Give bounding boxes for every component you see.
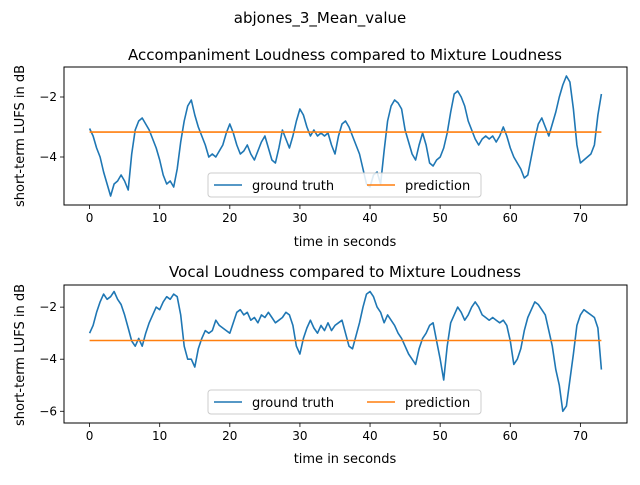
accompaniment-x-tick-label: 0 — [86, 211, 94, 225]
vocal-x-tick-label: 60 — [503, 429, 518, 443]
accompaniment-x-tick-label: 10 — [152, 211, 167, 225]
vocal-legend: ground truth prediction — [207, 389, 482, 415]
vocal-plot-title: Vocal Loudness compared to Mixture Loudn… — [169, 263, 521, 281]
accompaniment-legend: ground truth prediction — [207, 172, 482, 198]
accompaniment-ground-truth-line — [88, 75, 603, 197]
accompaniment-lines — [88, 75, 603, 197]
vocal-x-tick-label: 0 — [86, 429, 94, 443]
accompaniment-plot-title: Accompaniment Loudness compared to Mixtu… — [128, 46, 562, 64]
vocal-x-tick-label: 20 — [222, 429, 237, 443]
vocal-legend-label-ground-truth: ground truth — [252, 396, 334, 411]
accompaniment-x-tick-label: 70 — [573, 211, 588, 225]
vocal-x-tick-label: 50 — [433, 429, 448, 443]
accompaniment-subplot: Accompaniment Loudness compared to Mixtu… — [13, 46, 628, 250]
accompaniment-x-tick-label: 20 — [222, 211, 237, 225]
accompaniment-x-tick-label: 50 — [433, 211, 448, 225]
accompaniment-x-tick-label: 30 — [292, 211, 307, 225]
accompaniment-y-tick-label: −4 — [39, 150, 57, 164]
accompaniment-x-axis-label: time in seconds — [294, 235, 397, 250]
vocal-y-tick-label: −4 — [39, 352, 57, 366]
vocal-y-tick-label: −2 — [39, 300, 57, 314]
vocal-subplot: Vocal Loudness compared to Mixture Loudn… — [13, 263, 628, 467]
vocal-lines — [88, 290, 603, 413]
vocal-ticks: 0 10 20 30 40 50 60 70 −6 −4 −2 — [39, 300, 588, 443]
vocal-ground-truth-line — [88, 290, 603, 413]
accompaniment-legend-label-prediction: prediction — [405, 179, 470, 194]
vocal-x-tick-label: 30 — [292, 429, 307, 443]
figure-suptitle: abjones_3_Mean_value — [234, 9, 407, 28]
vocal-legend-box — [207, 389, 482, 415]
accompaniment-ticks: 0 10 20 30 40 50 60 70 −4 −2 — [39, 90, 588, 225]
vocal-x-tick-label: 70 — [573, 429, 588, 443]
accompaniment-legend-box — [207, 172, 482, 198]
accompaniment-x-tick-label: 40 — [362, 211, 377, 225]
vocal-x-tick-label: 40 — [362, 429, 377, 443]
vocal-y-tick-label: −6 — [39, 404, 57, 418]
accompaniment-y-tick-label: −2 — [39, 90, 57, 104]
accompaniment-legend-label-ground-truth: ground truth — [252, 179, 334, 194]
vocal-y-axis-label: short-term LUFS in dB — [13, 284, 28, 426]
accompaniment-x-tick-label: 60 — [503, 211, 518, 225]
accompaniment-y-axis-label: short-term LUFS in dB — [13, 65, 28, 207]
vocal-plot-frame — [63, 284, 628, 424]
accompaniment-plot-frame — [63, 66, 628, 206]
vocal-legend-label-prediction: prediction — [405, 396, 470, 411]
vocal-x-axis-label: time in seconds — [294, 452, 397, 467]
vocal-x-tick-label: 10 — [152, 429, 167, 443]
